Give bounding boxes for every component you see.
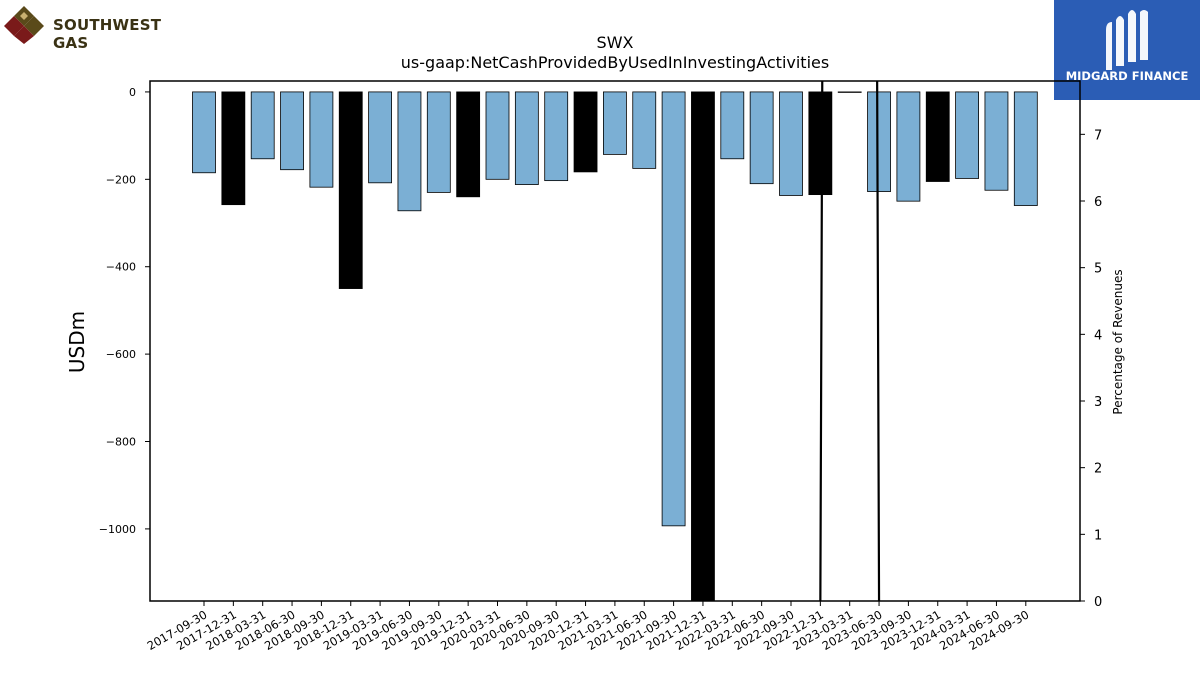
bar-2019-12-31 [456, 91, 481, 198]
southwest-gas-emblem-icon [4, 6, 44, 44]
chart-title: SWX [597, 33, 634, 52]
right-tick-label: 6 [1094, 195, 1102, 210]
right-axis-ticks: 0 1 2 3 4 5 6 7 [1080, 128, 1102, 610]
right-tick-label: 3 [1094, 395, 1102, 410]
y-tick-label: 0 [129, 86, 136, 99]
bar-2022-06-30 [749, 91, 774, 185]
bar-2021-03-31 [603, 91, 627, 155]
percentage-line [819, 81, 881, 601]
chart-subtitle: us-gaap:NetCashProvidedByUsedInInvesting… [401, 53, 829, 72]
right-tick-label: 7 [1094, 128, 1102, 143]
right-tick-label: 4 [1094, 328, 1102, 343]
bar-series [192, 91, 1038, 602]
y-tick-label: −400 [106, 261, 136, 274]
southwest-gas-logo-text: SOUTHWEST GAS [53, 16, 162, 52]
y-axis-ticks: 0 −200 −400 −600 −800 −1000 [99, 86, 150, 536]
right-tick-label: 5 [1094, 262, 1102, 277]
x-axis-ticks: 2017-09-302017-12-312018-03-312018-06-30… [145, 601, 1031, 653]
bar-2023-03-31 [837, 91, 862, 93]
bar-2018-06-30 [280, 91, 304, 171]
midgard-finance-emblem-icon [1106, 10, 1148, 70]
bar-2020-03-31 [485, 91, 510, 180]
bar-2018-03-31 [250, 91, 275, 160]
bar-2017-12-31 [221, 91, 246, 206]
bar-2024-09-30 [1013, 91, 1038, 206]
bar-2018-09-30 [309, 91, 334, 188]
bar-2019-06-30 [397, 91, 422, 212]
y-tick-label: −200 [106, 173, 136, 186]
midgard-finance-logo: MIDGARD FINANCE [1054, 0, 1200, 100]
bar-2020-12-31 [573, 91, 598, 173]
bar-2021-12-31 [691, 91, 715, 602]
y-tick-label: −800 [106, 436, 136, 449]
bar-2018-12-31 [338, 91, 363, 289]
bar-2017-09-30 [192, 91, 216, 174]
bar-2024-03-31 [955, 91, 979, 179]
bar-2023-06-30 [867, 91, 891, 192]
y-axis-label: USDm [65, 311, 89, 373]
plot-frame [149, 80, 1081, 602]
bar-2019-09-30 [426, 91, 451, 193]
bar-2022-09-30 [779, 91, 803, 196]
percentage-line-series [819, 81, 881, 601]
bar-2021-06-30 [632, 91, 657, 169]
bar-2019-03-31 [368, 91, 393, 184]
bar-2022-03-31 [720, 91, 745, 160]
y-tick-label: −1000 [99, 523, 136, 536]
right-tick-label: 1 [1094, 528, 1102, 543]
bar-2022-12-31 [808, 91, 833, 196]
bar-2023-09-30 [896, 91, 921, 202]
bar-2024-06-30 [984, 91, 1009, 191]
bar-2021-09-30 [661, 91, 686, 527]
bar-2020-06-30 [514, 91, 539, 185]
midgard-finance-logo-text: MIDGARD FINANCE [1065, 69, 1189, 83]
y-tick-label: −600 [106, 348, 136, 361]
right-tick-label: 2 [1094, 462, 1102, 477]
right-tick-label: 0 [1094, 595, 1102, 610]
bar-2020-09-30 [544, 91, 569, 182]
southwest-gas-logo: SOUTHWEST GAS [4, 4, 184, 52]
right-axis-label: Percentage of Revenues [1111, 269, 1125, 414]
bar-2023-12-31 [925, 91, 950, 182]
